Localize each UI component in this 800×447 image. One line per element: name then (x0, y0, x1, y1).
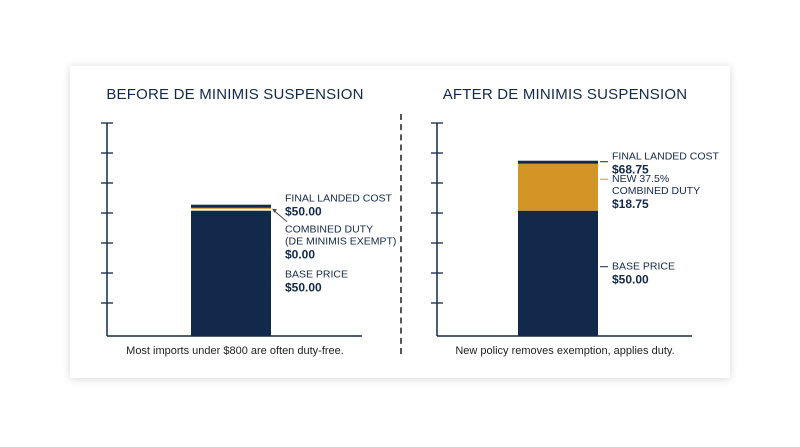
panel-divider (400, 114, 402, 354)
bar-base-price (518, 210, 598, 336)
duty-arrow (272, 209, 288, 223)
bar-combined-duty (518, 163, 598, 211)
combined-duty-label: COMBINED DUTY (285, 224, 373, 236)
final-landed-cost-value: $50.00 (285, 205, 322, 219)
base-price-label: BASE PRICE (612, 261, 675, 273)
final-landed-cost-label: FINAL LANDED COST (612, 151, 720, 163)
combined-duty-sublabel: (DE MINIMIS EXEMPT) (285, 236, 396, 248)
combined-duty-value: $0.00 (285, 248, 315, 262)
final-landed-cost-line (191, 204, 271, 208)
final-landed-cost-value: $68.75 (612, 163, 649, 177)
before-chart-title: BEFORE DE MINIMIS SUSPENSION (106, 86, 364, 103)
bar-combined-duty (191, 207, 271, 209)
after-chart-caption: New policy removes exemption, applies du… (455, 345, 675, 357)
after-panel: AFTER DE MINIMIS SUSPENSION FINAL LANDED… (400, 66, 730, 378)
final-landed-cost-label: FINAL LANDED COST (285, 193, 393, 205)
new-duty-value: $18.75 (612, 197, 649, 211)
after-chart-title: AFTER DE MINIMIS SUSPENSION (442, 86, 688, 103)
new-duty-label: NEW 37.5% (612, 173, 669, 185)
base-price-value: $50.00 (612, 273, 649, 287)
bar-base-price (191, 210, 271, 336)
before-chart-caption: Most imports under $800 are often duty-f… (126, 345, 344, 357)
duty-arrowhead (272, 208, 277, 213)
final-landed-cost-line (518, 160, 598, 164)
base-price-value: $50.00 (285, 281, 322, 295)
new-duty-sublabel: COMBINED DUTY (612, 185, 700, 197)
comparison-card: BEFORE DE MINIMIS SUSPENSION FINAL LANDE… (70, 66, 730, 378)
base-price-label: BASE PRICE (285, 269, 348, 281)
before-panel: BEFORE DE MINIMIS SUSPENSION FINAL LANDE… (70, 66, 400, 378)
